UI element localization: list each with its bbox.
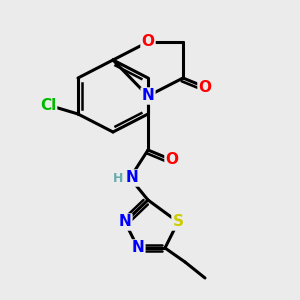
Text: O: O [142,34,154,50]
Text: S: S [172,214,184,230]
Text: H: H [113,172,123,184]
Text: N: N [132,241,144,256]
Text: N: N [126,170,138,185]
Text: N: N [118,214,131,230]
Text: N: N [142,88,154,104]
Text: O: O [199,80,212,94]
Text: Cl: Cl [40,98,56,112]
Text: O: O [166,152,178,167]
